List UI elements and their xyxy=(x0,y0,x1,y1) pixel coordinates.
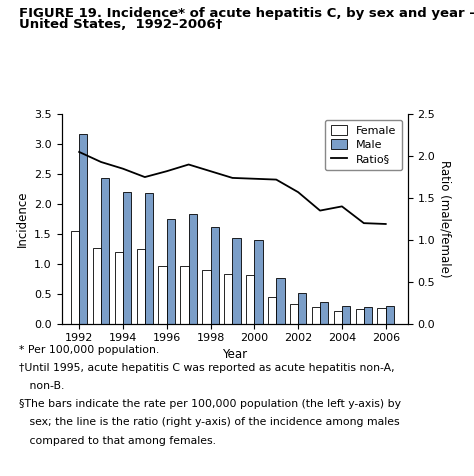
Bar xyxy=(255,240,263,324)
Bar xyxy=(312,307,320,324)
Bar xyxy=(137,249,145,324)
Bar xyxy=(123,192,131,324)
Bar xyxy=(71,231,79,324)
Bar xyxy=(334,310,342,324)
X-axis label: Year: Year xyxy=(222,347,247,360)
Y-axis label: Incidence: Incidence xyxy=(16,191,28,247)
Text: compared to that among females.: compared to that among females. xyxy=(19,436,216,446)
Bar xyxy=(364,307,372,324)
Bar xyxy=(377,307,386,324)
Text: * Per 100,000 population.: * Per 100,000 population. xyxy=(19,345,159,355)
Bar xyxy=(276,278,284,324)
Bar xyxy=(224,274,232,324)
Bar xyxy=(145,193,153,324)
Text: †Until 1995, acute hepatitis C was reported as acute hepatitis non-A,: †Until 1995, acute hepatitis C was repor… xyxy=(19,363,394,373)
Text: non-B.: non-B. xyxy=(19,381,64,391)
Bar xyxy=(232,238,241,324)
Text: FIGURE 19. Incidence* of acute hepatitis C, by sex and year —: FIGURE 19. Incidence* of acute hepatitis… xyxy=(19,7,474,20)
Bar xyxy=(298,293,307,324)
Bar xyxy=(210,227,219,324)
Bar xyxy=(202,270,210,324)
Bar xyxy=(320,301,328,324)
Text: United States,  1992–2006†: United States, 1992–2006† xyxy=(19,18,222,30)
Bar xyxy=(356,309,364,324)
Bar xyxy=(79,134,88,324)
Bar xyxy=(93,248,101,324)
Bar xyxy=(167,219,175,324)
Text: §The bars indicate the rate per 100,000 population (the left y-axis) by: §The bars indicate the rate per 100,000 … xyxy=(19,399,401,409)
Bar xyxy=(101,178,109,324)
Bar xyxy=(115,252,123,324)
Bar xyxy=(158,266,167,324)
Bar xyxy=(246,275,255,324)
Bar xyxy=(268,297,276,324)
Y-axis label: Ratio (male/female): Ratio (male/female) xyxy=(439,160,452,278)
Bar xyxy=(189,214,197,324)
Bar xyxy=(386,307,394,324)
Legend: Female, Male, Ratio§: Female, Male, Ratio§ xyxy=(325,120,402,170)
Bar xyxy=(180,266,189,324)
Text: sex; the line is the ratio (right y-axis) of the incidence among males: sex; the line is the ratio (right y-axis… xyxy=(19,417,400,427)
Bar xyxy=(290,304,298,324)
Bar xyxy=(342,306,350,324)
